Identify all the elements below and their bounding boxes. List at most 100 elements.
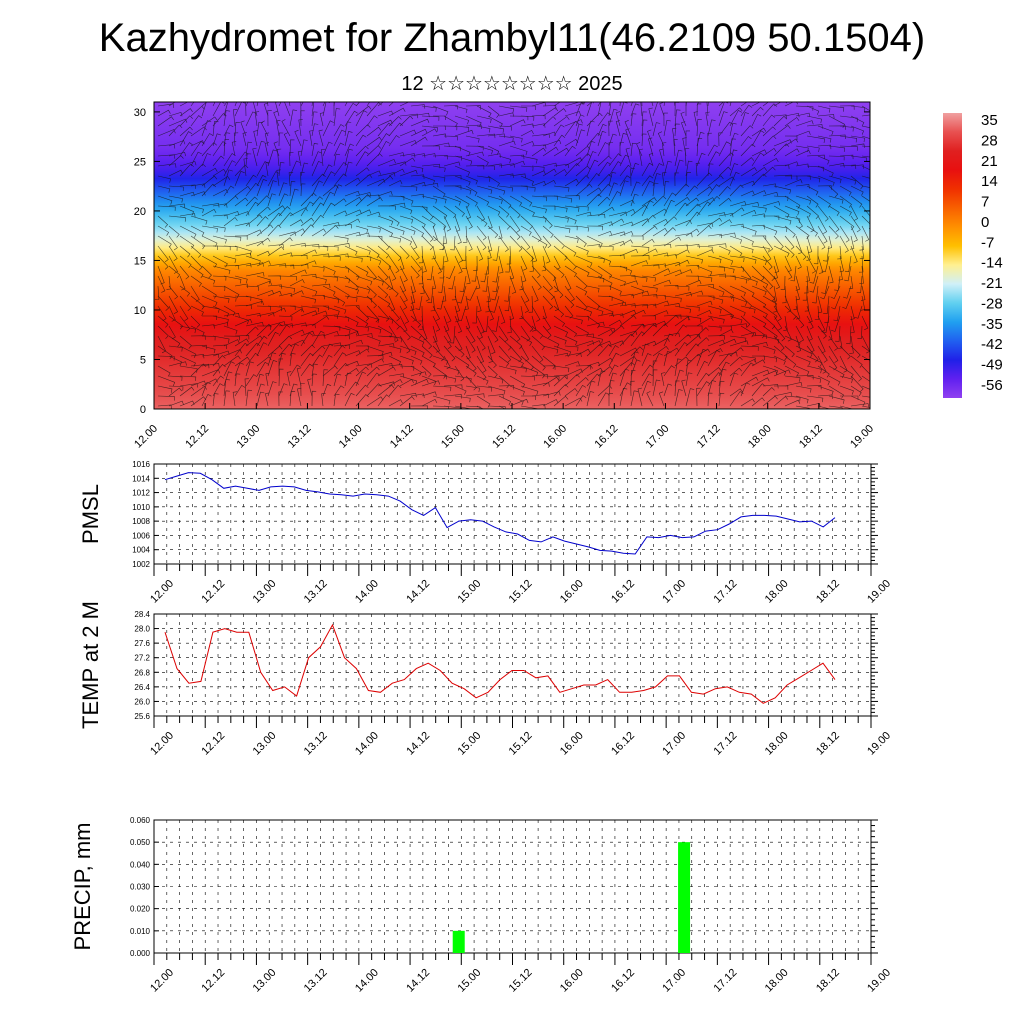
precip-ytick-label: 0.030 (130, 883, 151, 892)
precip-xtick-label: 16.12 (609, 967, 637, 995)
heatmap-xtick-label: 16.00 (541, 423, 569, 451)
precip-xtick-label: 12.00 (148, 967, 176, 995)
heatmap-ytick-label: 25 (134, 156, 146, 168)
heatmap-xtick-label: 13.12 (286, 423, 314, 451)
temp-2m-ytick-label: 25.6 (134, 712, 150, 721)
wind-vectors (154, 102, 870, 409)
temp-2m-ytick-label: 28.0 (134, 625, 150, 634)
temp-2m-xtick-label: 18.12 (814, 730, 842, 758)
temp-2m-xtick-label: 15.00 (455, 730, 483, 758)
precip-bar (452, 930, 465, 953)
pmsl-xtick-label: 13.00 (251, 578, 279, 606)
precip-ytick-label: 0.010 (130, 927, 151, 936)
pmsl-xtick-label: 17.12 (712, 578, 740, 606)
heatmap-xtick-label: 18.12 (797, 423, 825, 451)
chart-title: Kazhydromet for Zhambyl11(46.2109 50.150… (98, 16, 926, 60)
precip-xtick-label: 15.12 (507, 967, 535, 995)
temp-2m-xtick-label: 14.12 (404, 730, 432, 758)
pmsl-xtick-label: 14.12 (404, 578, 432, 606)
temp-2m-xtick-label: 16.00 (558, 730, 586, 758)
pmsl-series-line (164, 472, 836, 555)
precip-xtick-label: 12.12 (199, 967, 227, 995)
precip-ylabel: PRECIP, mm (70, 823, 95, 951)
colorbar-label: -35 (981, 316, 1003, 333)
temp-2m-ytick-label: 26.8 (134, 668, 150, 677)
colorbar-label: 0 (981, 214, 989, 231)
temp-2m-ytick-label: 26.0 (134, 697, 150, 706)
pmsl-xtick-label: 16.00 (558, 578, 586, 606)
pmsl-xtick-label: 18.00 (763, 578, 791, 606)
heatmap-xtick-label: 14.12 (388, 423, 416, 451)
precip-xtick-label: 15.00 (455, 967, 483, 995)
temp-2m-xtick-label: 14.00 (353, 730, 381, 758)
heatmap-xtick-label: 18.00 (746, 423, 774, 451)
pmsl-ytick-label: 1008 (132, 517, 150, 526)
pmsl-ytick-label: 1002 (132, 560, 150, 569)
colorbar-label: -28 (981, 295, 1003, 312)
heatmap-xtick-label: 13.00 (234, 423, 262, 451)
pmsl-xtick-label: 14.00 (353, 578, 381, 606)
pmsl-xtick-label: 15.00 (455, 578, 483, 606)
chart-subtitle: 12 ☆☆☆☆☆☆☆☆ 2025 (401, 73, 623, 95)
temp-2m-xtick-label: 16.12 (609, 730, 637, 758)
heatmap-xtick-label: 17.00 (644, 423, 672, 451)
heatmap-xtick-label: 17.12 (695, 423, 723, 451)
precip-xtick-label: 19.00 (865, 967, 893, 995)
precip-ytick-label: 0.020 (130, 905, 151, 914)
colorbar-label: 7 (981, 194, 989, 211)
temp-2m-ytick-label: 28.4 (134, 610, 150, 619)
heatmap-xtick-label: 16.12 (592, 423, 620, 451)
pmsl-xtick-label: 19.00 (865, 578, 893, 606)
temp-2m-ytick-label: 27.2 (134, 654, 150, 663)
pmsl-ytick-label: 1012 (132, 489, 150, 498)
temp-2m-ylabel: TEMP at 2 M (78, 601, 103, 729)
heatmap-ytick-label: 30 (134, 107, 146, 119)
precip-ytick-label: 0.060 (130, 816, 151, 825)
precip-ytick-label: 0.050 (130, 838, 151, 847)
heatmap-xtick-label: 19.00 (848, 423, 876, 451)
colorbar-label: -42 (981, 336, 1003, 353)
colorbar-label: 35 (981, 112, 998, 129)
precip-ytick-label: 0.040 (130, 860, 151, 869)
precip-xtick-label: 13.12 (302, 967, 330, 995)
heatmap-ytick-label: 0 (140, 404, 146, 416)
pmsl-ytick-label: 1010 (132, 503, 150, 512)
colorbar (943, 113, 962, 398)
pmsl-ytick-label: 1016 (132, 460, 150, 469)
pmsl-ytick-label: 1014 (132, 474, 150, 483)
temp-2m-ytick-label: 27.6 (134, 639, 150, 648)
colorbar-label: -21 (981, 275, 1003, 292)
heatmap-xtick-label: 15.00 (439, 423, 467, 451)
pmsl-ytick-label: 1006 (132, 531, 150, 540)
temp-2m-xtick-label: 19.00 (865, 730, 893, 758)
heatmap-xtick-label: 14.00 (337, 423, 365, 451)
colorbar-label: -7 (981, 234, 994, 251)
colorbar-label: 14 (981, 173, 998, 190)
temp-2m-series-line (164, 623, 836, 704)
precip-xtick-label: 17.00 (660, 967, 688, 995)
precip-xtick-label: 18.12 (814, 967, 842, 995)
heatmap-xtick-label: 12.12 (183, 423, 211, 451)
colorbar-label: -56 (981, 377, 1003, 394)
temp-2m-xtick-label: 17.00 (660, 730, 688, 758)
pmsl-ylabel: PMSL (78, 484, 103, 544)
pmsl-xtick-label: 17.00 (660, 578, 688, 606)
temp-2m-ytick-label: 26.4 (134, 683, 150, 692)
pmsl-xtick-label: 16.12 (609, 578, 637, 606)
temp-2m-xtick-label: 18.00 (763, 730, 791, 758)
temp-2m-xtick-label: 15.12 (507, 730, 535, 758)
precip-xtick-label: 16.00 (558, 967, 586, 995)
precip-xtick-label: 14.12 (404, 967, 432, 995)
pmsl-xtick-label: 15.12 (507, 578, 535, 606)
colorbar-label: -14 (981, 255, 1003, 272)
temp-2m-xtick-label: 17.12 (712, 730, 740, 758)
precip-bar (678, 842, 691, 953)
temp-2m-xtick-label: 13.12 (302, 730, 330, 758)
heatmap-field (154, 102, 870, 409)
pmsl-xtick-label: 12.12 (199, 578, 227, 606)
heatmap-xtick-label: 15.12 (490, 423, 518, 451)
colorbar-label: 28 (981, 132, 998, 149)
temp-2m-xtick-label: 12.12 (199, 730, 227, 758)
pmsl-xtick-label: 13.12 (302, 578, 330, 606)
